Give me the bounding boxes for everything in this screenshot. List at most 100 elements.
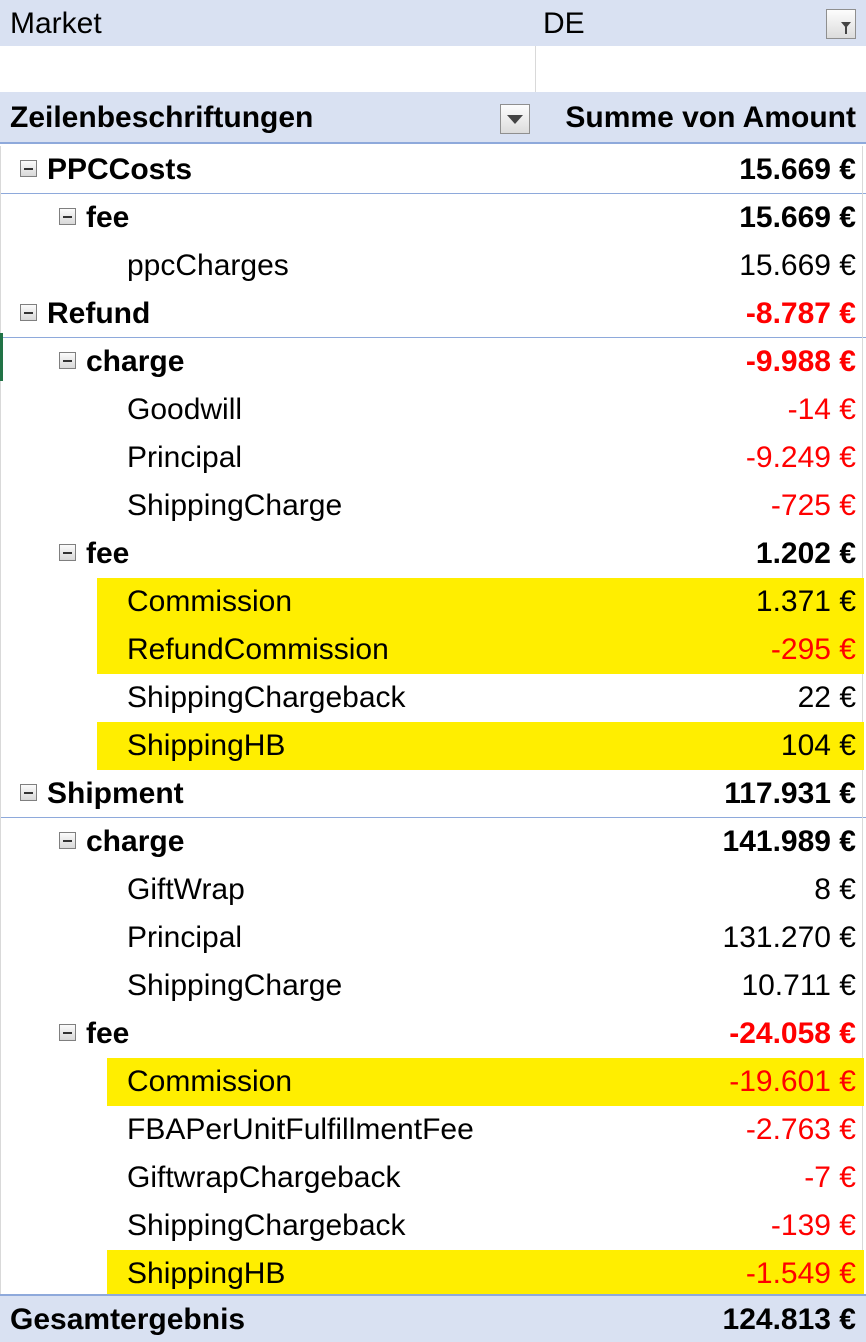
row-label: ShippingHB (127, 1257, 286, 1290)
collapse-icon[interactable] (59, 1024, 76, 1041)
row-label: Principal (127, 921, 243, 954)
subgroup-row[interactable]: charge 141.989 € (0, 818, 866, 866)
detail-row[interactable]: ShippingCharge 10.711 € (0, 962, 866, 1010)
row-label: fee (86, 537, 130, 570)
grand-total-value: 124.813 € (722, 1303, 856, 1336)
detail-row[interactable]: Commission 1.371 € (0, 578, 866, 626)
row-label: Principal (127, 441, 243, 474)
row-label: Commission (127, 585, 293, 618)
row-value: -725 € (770, 489, 856, 522)
row-label: Refund (47, 297, 151, 330)
subgroup-row[interactable]: fee 15.669 € (0, 194, 866, 242)
grid-line (862, 530, 863, 578)
detail-row[interactable]: ShippingCharge -725 € (0, 482, 866, 530)
row-value: -8.787 € (745, 297, 856, 330)
row-label: ppcCharges (127, 249, 289, 282)
row-value: 104 € (780, 729, 856, 762)
row-value: -7 € (804, 1161, 856, 1194)
row-value: 15.669 € (739, 249, 856, 282)
grid-line (862, 1154, 863, 1202)
grid-line (862, 866, 863, 914)
rows-header-label: Zeilenbeschriftungen (10, 101, 314, 134)
subgroup-row[interactable]: charge -9.988 € (0, 338, 866, 386)
detail-row[interactable]: Commission -19.601 € (0, 1058, 866, 1106)
row-label: ShippingCharge (127, 489, 343, 522)
row-value: -9.988 € (745, 345, 856, 378)
detail-row[interactable]: Principal -9.249 € (0, 434, 866, 482)
detail-row[interactable]: ShippingChargeback 22 € (0, 674, 866, 722)
collapse-icon[interactable] (59, 208, 76, 225)
grid-line (0, 1250, 1, 1298)
grid-line (0, 1202, 1, 1250)
filter-row: Market DE (0, 0, 866, 48)
collapse-icon[interactable] (59, 544, 76, 561)
detail-row[interactable]: GiftWrap 8 € (0, 866, 866, 914)
row-label: ShippingChargeback (127, 1209, 406, 1242)
group-row[interactable]: Shipment 117.931 € (0, 770, 866, 818)
grid-line (0, 818, 1, 866)
grid-line (862, 962, 863, 1010)
highlight-fill (107, 1058, 864, 1106)
highlight-fill (107, 1250, 864, 1298)
grid-line (0, 482, 1, 530)
rows-dropdown-icon[interactable] (500, 104, 530, 134)
subgroup-row[interactable]: fee -24.058 € (0, 1010, 866, 1058)
detail-row[interactable]: ShippingHB 104 € (0, 722, 866, 770)
filter-funnel-icon[interactable] (826, 9, 856, 39)
row-label: fee (86, 201, 130, 234)
selection-edge (0, 333, 3, 381)
grid-line (0, 626, 1, 674)
grid-line (0, 434, 1, 482)
filter-label: Market (10, 7, 102, 40)
collapse-icon[interactable] (59, 832, 76, 849)
grid-line (0, 722, 1, 770)
detail-row[interactable]: FBAPerUnitFulfillmentFee -2.763 € (0, 1106, 866, 1154)
grid-line (862, 194, 863, 242)
row-value: -139 € (770, 1209, 856, 1242)
row-label: ShippingHB (127, 729, 286, 762)
grid-line (0, 1058, 1, 1106)
row-value: 141.989 € (722, 825, 856, 858)
collapse-icon[interactable] (20, 304, 37, 321)
detail-row[interactable]: Goodwill -14 € (0, 386, 866, 434)
grid-line (862, 434, 863, 482)
row-value: -1.549 € (745, 1257, 856, 1290)
detail-row[interactable]: RefundCommission -295 € (0, 626, 866, 674)
detail-row[interactable]: GiftwrapChargeback -7 € (0, 1154, 866, 1202)
grid-line (0, 578, 1, 626)
grid-line (0, 770, 1, 818)
empty-row (0, 46, 866, 92)
collapse-icon[interactable] (59, 352, 76, 369)
filter-value[interactable]: DE (543, 7, 585, 40)
detail-row[interactable]: ShippingHB -1.549 € (0, 1250, 866, 1298)
group-row[interactable]: Refund -8.787 € (0, 290, 866, 338)
grid-line (0, 962, 1, 1010)
detail-row[interactable]: Principal 131.270 € (0, 914, 866, 962)
grid-line (0, 290, 1, 338)
header-row: Zeilenbeschriftungen Summe von Amount (0, 92, 866, 144)
group-row[interactable]: PPCCosts 15.669 € (0, 146, 866, 194)
row-value: -9.249 € (745, 441, 856, 474)
row-label: fee (86, 1017, 130, 1050)
row-label: PPCCosts (47, 153, 193, 186)
row-value: -24.058 € (729, 1017, 856, 1050)
grid-line (862, 146, 863, 194)
row-value: -295 € (770, 633, 856, 666)
grid-line (862, 386, 863, 434)
row-label: ShippingChargeback (127, 681, 406, 714)
row-value: 22 € (797, 681, 856, 714)
grand-total-row: Gesamtergebnis 124.813 € (0, 1294, 866, 1342)
row-label: Shipment (47, 777, 184, 810)
grid-line (862, 338, 863, 386)
detail-row[interactable]: ShippingChargeback -139 € (0, 1202, 866, 1250)
collapse-icon[interactable] (20, 160, 37, 177)
collapse-icon[interactable] (20, 784, 37, 801)
subgroup-row[interactable]: fee 1.202 € (0, 530, 866, 578)
detail-row[interactable]: ppcCharges 15.669 € (0, 242, 866, 290)
grid-line (0, 194, 1, 242)
row-label: charge (86, 825, 185, 858)
row-value: 1.202 € (755, 537, 856, 570)
row-value: -14 € (787, 393, 856, 426)
grid-line (862, 914, 863, 962)
